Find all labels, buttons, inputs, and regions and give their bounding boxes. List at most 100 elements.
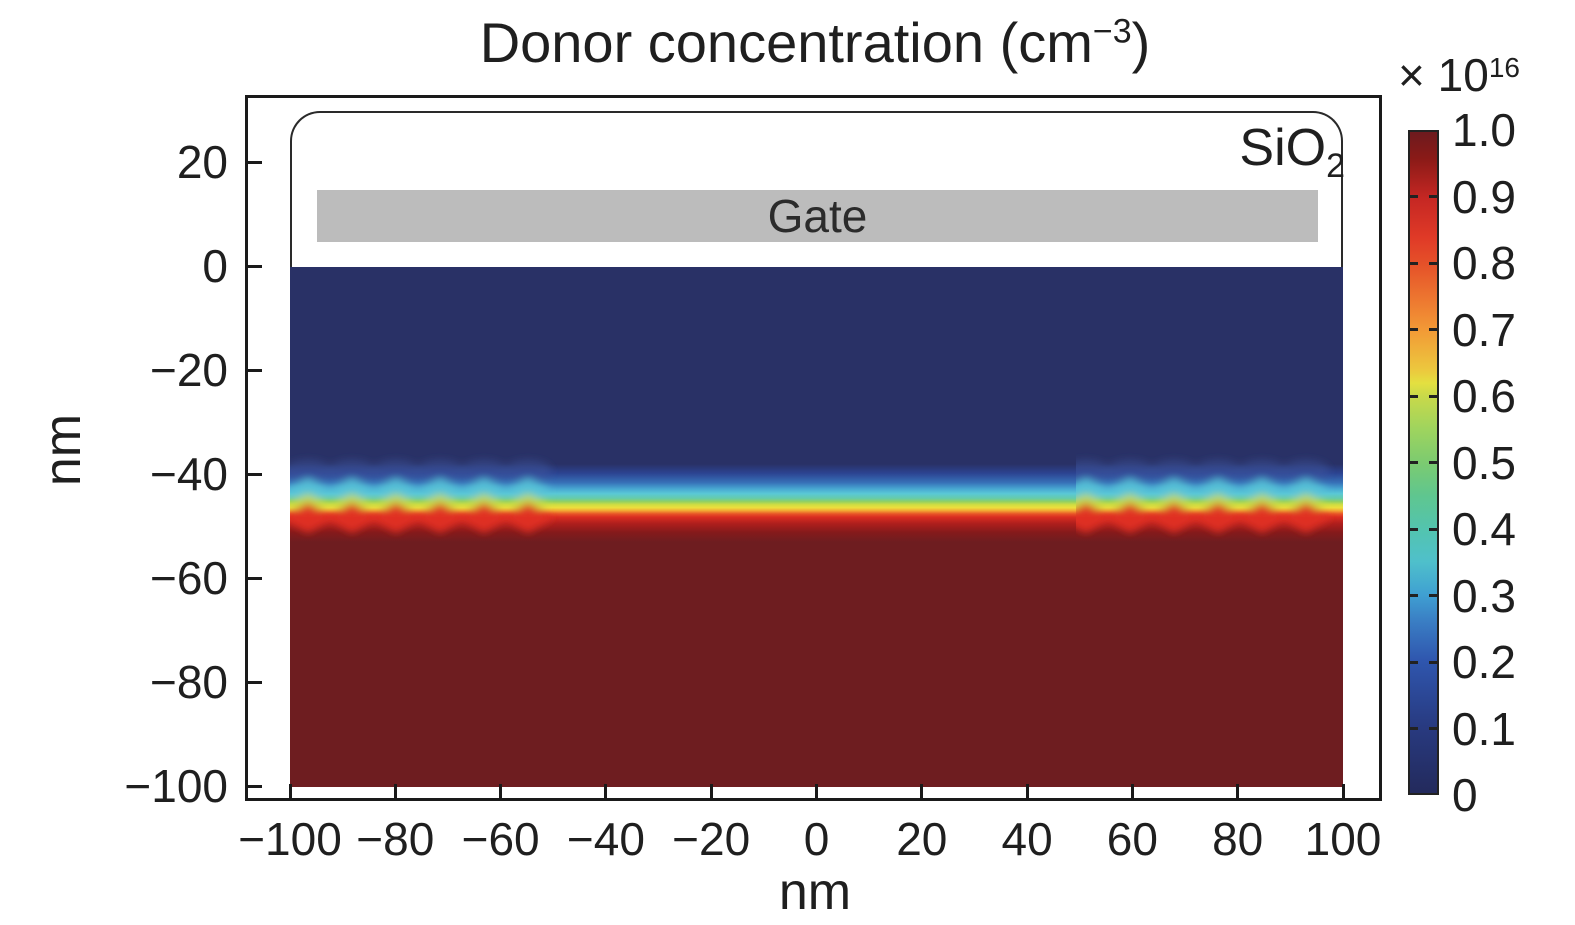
mesh-artifact-blob [326,503,378,533]
x-tick-label: 60 [1106,813,1158,865]
x-tick-mark [1236,784,1240,798]
x-tick-label: 100 [1304,813,1382,865]
colorbar-tick-label: 0.2 [1452,636,1516,688]
colorbar-tick-label: 0.5 [1452,436,1516,489]
mesh-artifact-blob [372,460,420,482]
mesh-artifact-blob [1282,478,1330,502]
mesh-artifact-blob [416,478,464,502]
mesh-artifact-blob [1076,460,1110,482]
colorbar-tick-label: 0.3 [1452,569,1516,622]
colorbar-tick-label: 0.4 [1452,503,1516,555]
plot-frame [245,95,1382,801]
x-tick-label: 20 [896,813,948,865]
mesh-artifact-blob [1106,478,1154,502]
gate-label: Gate [767,190,868,242]
heatmap-canvas [290,266,1343,787]
oxide-label-text: SiO [1239,119,1327,177]
x-tick-label: 80 [1212,813,1264,865]
colorbar-tick-mark [1429,328,1437,331]
mesh-artifact-blob [1194,478,1242,502]
y-tick-mark [248,264,262,268]
colorbar-tick-mark [1410,461,1418,464]
colorbar-tick-mark [1429,461,1437,464]
x-tick-mark [709,784,713,798]
x-tick-label: 40 [1001,813,1053,865]
colorbar-exponent-power: 16 [1488,52,1520,83]
colorbar-tick-mark [1410,660,1418,664]
colorbar-tick-mark [1410,727,1418,730]
mesh-artifact-blob [1238,478,1286,502]
mesh-artifact-blob [1280,503,1332,533]
mesh-artifact-blob [1150,460,1198,482]
x-tick-mark [604,784,608,798]
colorbar-tick-label: 0.9 [1452,170,1516,223]
mesh-artifact-blob [1104,503,1156,533]
mesh-artifact-blob [1148,503,1200,533]
chart-title: Donor concentration (cm−3) [245,10,1385,75]
mesh-artifact-blob [290,460,332,482]
y-tick-label: −40 [149,448,228,500]
x-tick-mark [499,784,503,798]
y-tick-label: −80 [149,656,228,708]
colorbar-tick-mark [1429,727,1437,730]
mesh-artifact-blob [416,460,464,482]
oxide-label-subscript: 2 [1326,147,1345,185]
x-tick-mark [393,784,397,798]
colorbar-tick-label: 0 [1452,769,1478,821]
colorbar-tick-mark [1410,261,1418,265]
chart-title-exponent: −3 [1092,12,1132,51]
y-tick-label: 20 [176,136,228,188]
mesh-artifact-blob [1238,460,1286,482]
colorbar-tick-mark [1429,394,1437,398]
mesh-artifact-blob [1282,460,1330,482]
mesh-artifact-blob [1076,503,1112,533]
mesh-artifacts-left [290,460,554,533]
y-tick-label: −60 [149,552,228,604]
gate-region: Gate [317,190,1318,242]
mesh-artifact-blob [504,478,552,502]
colorbar-tick-mark [1429,195,1437,198]
mesh-artifact-blob [1236,503,1288,533]
mesh-artifact-blob [458,503,510,533]
x-tick-label: −40 [566,813,645,865]
x-tick-mark [1130,784,1134,798]
heatmap-substrate-region [290,526,1343,787]
mesh-artifact-blob [460,478,508,502]
mesh-artifact-blob [460,460,508,482]
colorbar-tick-mark [1410,328,1418,331]
colorbar-tick-label: 0.1 [1452,702,1516,755]
mesh-artifact-blob [414,503,466,533]
x-tick-label: −100 [238,813,342,865]
mesh-artifact-blob [1106,460,1154,482]
x-tick-mark [1025,784,1029,798]
y-tick-mark [248,576,262,580]
colorbar-tick-mark [1429,660,1437,664]
oxide-label: SiO2 [1130,118,1345,186]
y-tick-label: 0 [202,240,228,292]
x-tick-mark [288,784,292,798]
y-tick-mark [248,160,262,164]
mesh-artifact-blob [1150,478,1198,502]
y-tick-label: −100 [124,760,228,812]
colorbar-exponent-base: × 10 [1398,49,1489,101]
chart-title-suffix: ) [1131,11,1151,74]
mesh-artifact-blob [504,460,552,482]
x-axis-label: nm [778,863,852,921]
mesh-artifact-blob [328,478,376,502]
colorbar-tick-mark [1429,261,1437,265]
x-tick-label: −80 [356,813,435,865]
x-tick-label: 0 [803,813,830,865]
mesh-artifacts-right [1076,460,1332,533]
colorbar-tick-mark [1429,594,1437,597]
y-tick-label: −20 [149,344,228,396]
y-tick-mark [248,472,262,476]
x-tick-label: −60 [461,813,540,865]
y-tick-mark [248,368,262,372]
mesh-artifact-blob [328,460,376,482]
colorbar-tick-label: 0.8 [1452,237,1516,289]
colorbar-tick-mark [1410,527,1418,531]
colorbar-tick-label: 0.6 [1452,370,1516,422]
mesh-artifact-blob [290,503,334,533]
mesh-artifact-blob [290,478,332,502]
